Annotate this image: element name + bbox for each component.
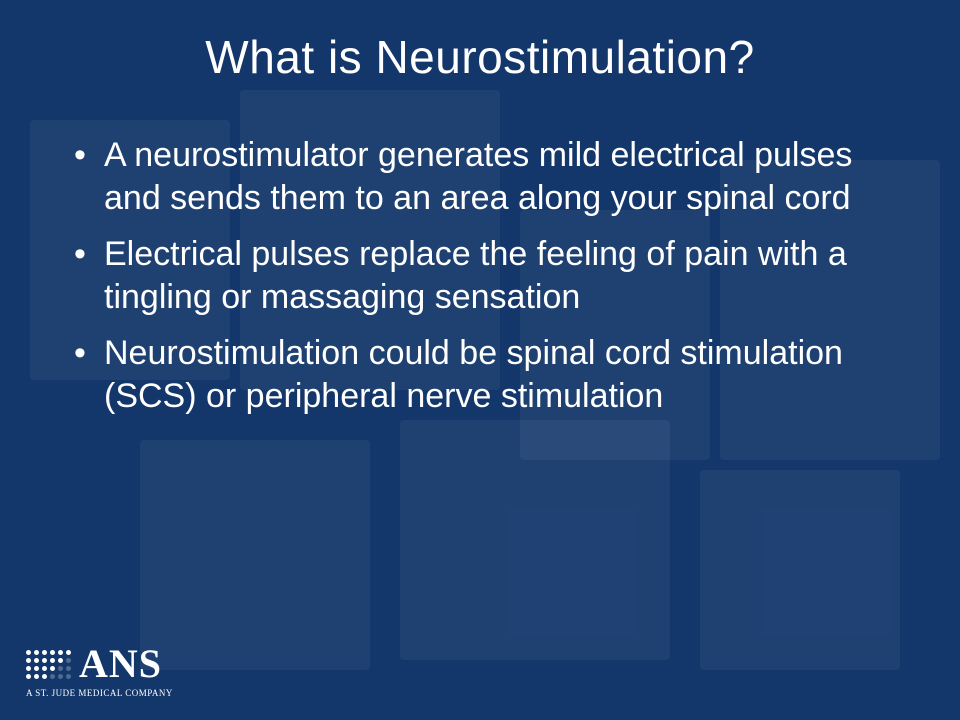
bullet-list: A neurostimulator generates mild electri… <box>60 134 900 417</box>
bullet-item: Neurostimulation could be spinal cord st… <box>70 332 900 417</box>
logo-dot-grid-icon <box>26 650 71 679</box>
bullet-item: Electrical pulses replace the feeling of… <box>70 233 900 318</box>
slide-title: What is Neurostimulation? <box>60 30 900 84</box>
slide: What is Neurostimulation? A neurostimula… <box>0 0 960 720</box>
company-logo: ANS A ST. JUDE MEDICAL COMPANY <box>26 644 173 698</box>
logo-tagline: A ST. JUDE MEDICAL COMPANY <box>26 688 173 698</box>
bullet-item: A neurostimulator generates mild electri… <box>70 134 900 219</box>
logo-text: ANS <box>79 644 162 684</box>
